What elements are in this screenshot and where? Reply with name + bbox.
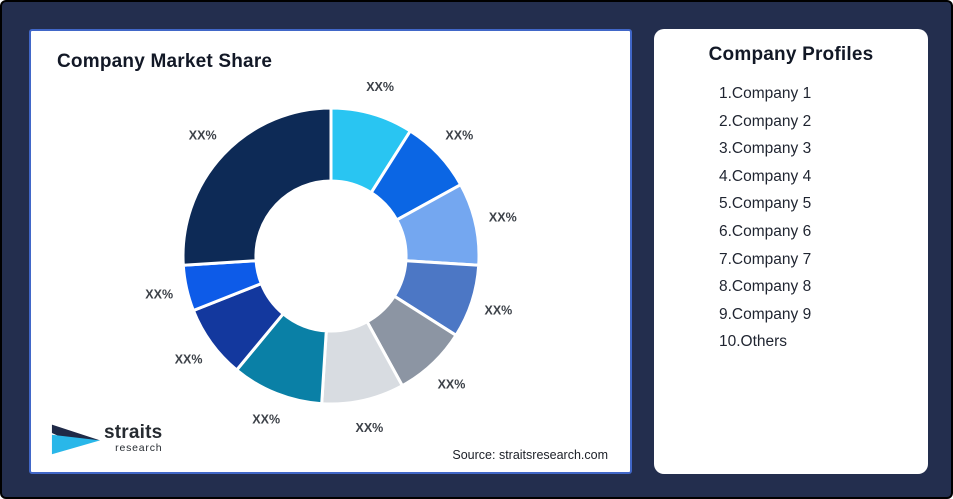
market-share-card: Company Market Share XX% XX% XX% XX% XX% XX% X… — [29, 29, 632, 474]
company-profile-item: 3.Company 3 — [719, 140, 812, 158]
slice-label: XX% — [489, 211, 517, 225]
company-profile-item: 2.Company 2 — [719, 112, 812, 130]
company-profiles-list: 1.Company 1 2.Company 2 3.Company 3 4.Compa… — [654, 80, 928, 356]
logo-name: straits — [104, 422, 163, 444]
donut-slice — [181, 106, 333, 267]
slice-label: XX% — [145, 287, 173, 301]
slice-label: XX% — [175, 353, 203, 367]
market-share-title: Company Market Share — [57, 51, 273, 72]
company-profile-item: 9.Company 9 — [719, 305, 812, 323]
logo-subtitle: research — [115, 442, 163, 455]
slice-label: XX% — [356, 421, 384, 435]
slice-label: XX% — [438, 377, 466, 391]
company-profile-item: 10.Others — [719, 333, 788, 351]
company-profile-item: 1.Company 1 — [719, 85, 812, 102]
donut-chart: XX% XX% XX% XX% XX% XX% XX% XX% XX% XX% — [145, 80, 517, 435]
slice-label: XX% — [485, 303, 513, 317]
company-profile-item: 4.Company 4 — [719, 167, 812, 185]
company-profile-item: 7.Company 7 — [719, 250, 812, 268]
straits-logo-icon — [51, 424, 101, 455]
slice-label: XX% — [252, 413, 280, 427]
straits-research-logo: straits research — [51, 421, 162, 456]
logo-text: straits research — [104, 423, 162, 454]
company-profile-item: 5.Company 5 — [719, 195, 812, 213]
slice-label: XX% — [189, 129, 217, 143]
company-profiles-card: Company Profiles 1.Company 1 2.Company 2 3… — [654, 29, 928, 474]
company-profile-item: 6.Company 6 — [719, 222, 812, 240]
slice-label: XX% — [366, 80, 394, 94]
source-note: Source: straitsresearch.com — [452, 448, 608, 462]
slice-label: XX% — [445, 129, 473, 143]
company-profiles-title: Company Profiles — [708, 44, 874, 65]
company-profile-item: 8.Company 8 — [719, 278, 812, 296]
logo-cyan-wedge — [51, 434, 101, 455]
